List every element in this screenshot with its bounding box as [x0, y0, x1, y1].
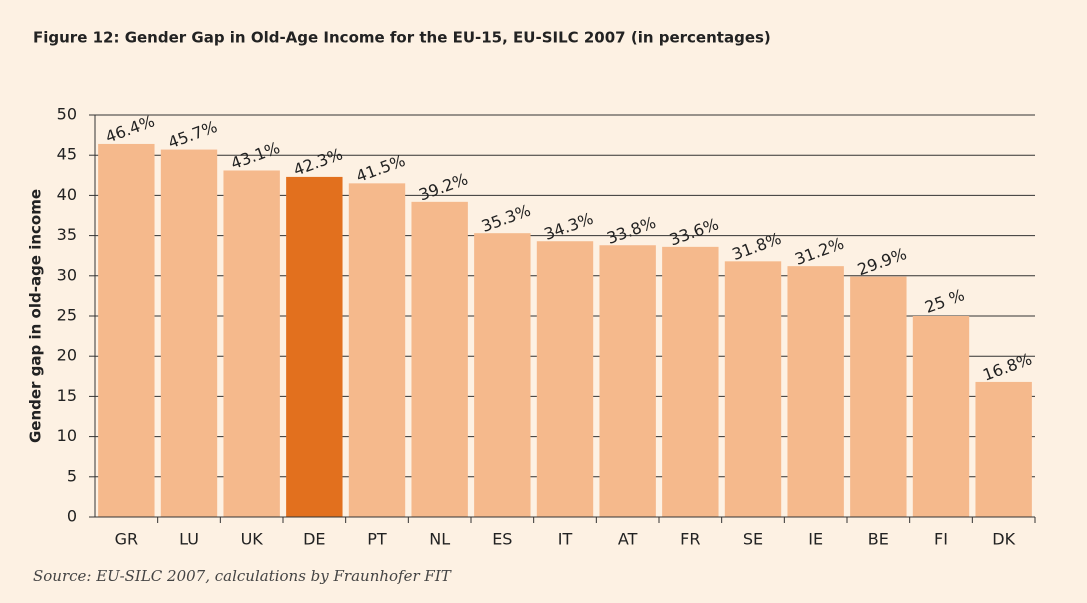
x-tick-label: BE [868, 530, 889, 549]
x-tick-label: PT [367, 530, 387, 549]
x-tick-label: IE [808, 530, 823, 549]
bar [724, 261, 782, 517]
bar [850, 276, 907, 517]
bar [98, 143, 155, 517]
chart-title: Figure 12: Gender Gap in Old-Age Income … [33, 29, 771, 47]
x-tick-label: FI [934, 530, 948, 549]
x-tick-label: IT [558, 530, 573, 549]
bar [662, 246, 719, 517]
y-tick-label: 5 [67, 466, 77, 485]
y-tick-label: 20 [57, 346, 77, 365]
bar [223, 170, 280, 517]
x-tick-label: LU [179, 530, 199, 549]
bar [912, 316, 970, 517]
x-tick-label: SE [743, 530, 763, 549]
y-tick-label: 45 [57, 145, 77, 164]
y-axis-label: Gender gap in old-age income [27, 189, 45, 443]
x-tick-label: UK [241, 530, 264, 549]
y-tick-label: 0 [67, 507, 77, 526]
y-tick-label: 50 [57, 105, 77, 124]
x-tick-label: GR [115, 530, 139, 549]
y-tick-label: 15 [57, 386, 77, 405]
bar [474, 233, 531, 518]
y-tick-label: 35 [57, 225, 77, 244]
x-tick-label: AT [618, 530, 638, 549]
x-tick-label: FR [680, 530, 700, 549]
y-tick-label: 25 [57, 306, 77, 325]
bar [348, 183, 406, 517]
y-tick-label: 40 [57, 185, 77, 204]
x-tick-label: DK [992, 530, 1015, 549]
bar [411, 201, 468, 517]
bar [787, 266, 844, 517]
x-tick-label: ES [492, 530, 512, 549]
bar [536, 241, 594, 517]
bar [160, 149, 218, 517]
bar [599, 245, 656, 518]
bar [975, 381, 1032, 517]
source: Source: EU-SILC 2007, calculations by Fr… [33, 567, 452, 585]
x-tick-label: NL [429, 530, 450, 549]
y-tick-label: 30 [57, 265, 77, 284]
y-tick-label: 10 [57, 426, 77, 445]
bar [286, 176, 343, 517]
x-tick-label: DE [303, 530, 325, 549]
